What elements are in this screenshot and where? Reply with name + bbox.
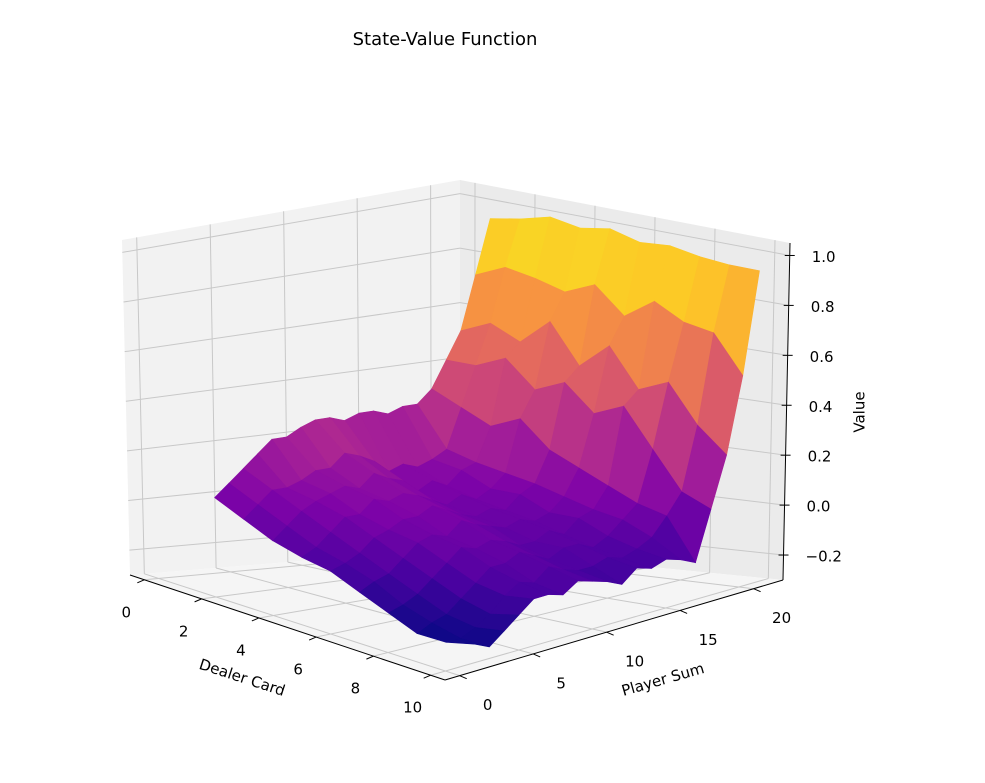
- y-tick-label: 5: [556, 674, 566, 692]
- grid-line: [430, 578, 769, 676]
- z-tick-label: 0.0: [807, 498, 831, 516]
- y-tick: [679, 609, 688, 614]
- x-axis-label: Dealer Card: [197, 655, 288, 700]
- y-tick-label: 10: [625, 653, 644, 671]
- x-tick-label: 2: [179, 622, 189, 640]
- x-tick-label: 10: [403, 699, 422, 717]
- x-axis: [129, 574, 446, 681]
- z-tick-label: 0.2: [808, 448, 832, 466]
- y-tick: [459, 675, 467, 680]
- grid-line: [209, 224, 217, 568]
- y-tick-label: 20: [772, 609, 791, 627]
- y-tick: [606, 631, 614, 636]
- x-tick: [366, 655, 374, 660]
- x-tick: [308, 636, 317, 641]
- z-tick-label: −0.2: [806, 548, 842, 566]
- z-tick-label: 0.6: [810, 348, 834, 366]
- z-axis: [782, 242, 791, 581]
- x-tick-label: 0: [122, 603, 132, 621]
- grid-line: [136, 237, 145, 574]
- grid-line: [144, 573, 460, 677]
- surface-face: [445, 638, 490, 648]
- y-tick: [753, 588, 761, 593]
- grid-line: [373, 572, 710, 657]
- y-tick: [532, 653, 541, 658]
- x-tick-label: 4: [236, 641, 246, 659]
- z-tick-label: 0.8: [811, 298, 835, 316]
- chart-title: State-Value Function: [353, 29, 538, 50]
- grid-line: [124, 302, 461, 353]
- x-tick: [251, 617, 260, 622]
- y-axis: [444, 579, 784, 681]
- x-tick: [423, 674, 431, 679]
- z-tick-label: 1.0: [812, 248, 836, 266]
- x-tick-label: 6: [293, 661, 303, 679]
- grid-line: [125, 356, 461, 402]
- z-tick-label: 0.4: [809, 398, 833, 416]
- z-axis-label: Value: [851, 391, 869, 432]
- y-tick-label: 15: [699, 631, 718, 649]
- grid-line: [122, 193, 461, 253]
- x-tick: [194, 598, 202, 603]
- grid-line: [767, 240, 776, 579]
- x-tick: [137, 579, 145, 584]
- grid-line: [123, 247, 461, 303]
- x-tick-label: 8: [351, 680, 361, 698]
- grid-line: [459, 193, 790, 256]
- y-tick-label: 0: [483, 696, 493, 714]
